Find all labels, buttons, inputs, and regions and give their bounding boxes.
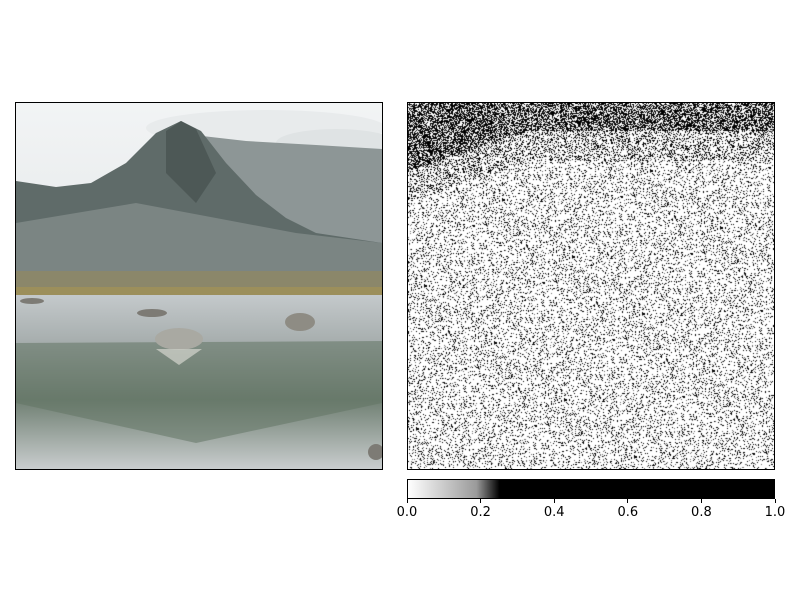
photo-panel [15, 102, 383, 470]
heatmap-canvas [408, 103, 774, 469]
colorbar-tick-mark [553, 499, 555, 503]
rock [20, 298, 44, 304]
colorbar-tick-label: 0.0 [396, 505, 418, 520]
rock [137, 309, 167, 317]
colorbar-tick-mark [627, 499, 629, 503]
colorbar-tick-label: 0.2 [470, 505, 491, 520]
colorbar-tick-mark [700, 499, 702, 503]
colorbar-tick-label: 1.0 [764, 505, 786, 520]
colorbar-tick-label: 0.6 [617, 505, 639, 520]
rock [285, 313, 315, 331]
colorbar-tick-mark [774, 499, 776, 503]
colorbar-tick-label: 0.4 [543, 505, 565, 520]
mountain-lake-photo [16, 103, 382, 469]
colorbar [407, 479, 775, 499]
rock [155, 328, 203, 350]
noise-heatmap [407, 102, 775, 470]
rock [368, 444, 382, 460]
colorbar-tick-label: 0.8 [691, 505, 712, 520]
colorbar-tick-mark [406, 499, 408, 503]
colorbar-tick-mark [480, 499, 482, 503]
